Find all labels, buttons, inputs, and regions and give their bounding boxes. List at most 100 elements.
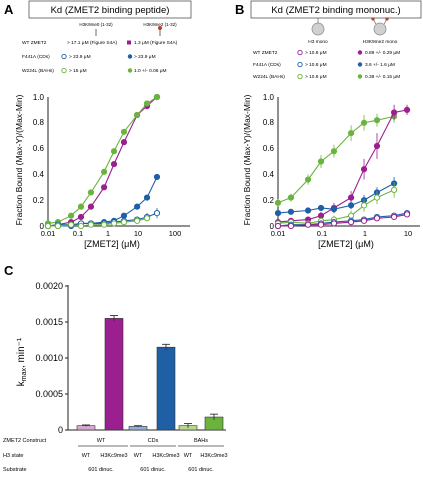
panel-b-xtick-2: 1 [363, 229, 367, 238]
panel-c-table: ZMET2 Construct H3 state Substrate WT CD… [3, 438, 228, 473]
panel-c-row-label-construct: ZMET2 Construct [3, 438, 47, 444]
panel-b-series-5-point [360, 217, 368, 224]
panel-a-xtick-2: 1 [106, 229, 110, 238]
panel-b-series-1-point [403, 106, 411, 114]
panel-c-construct-0: WT [97, 438, 106, 444]
panel-a-plot: 0 0.2 0.4 0.6 0.8 1.0 0.01 0.1 1 10 100 … [14, 93, 190, 249]
legend-a-row-2-unmod-marker [61, 67, 67, 74]
panel-a-xtick-1: 0.1 [73, 229, 83, 238]
legend-b-row-1-unmod: > 10.8 μM [305, 62, 327, 68]
panel-b-series-5-point [391, 213, 398, 221]
panel-a-series-1-point [87, 189, 95, 196]
panel-c-row-label-h3: H3 state [3, 453, 23, 459]
panel-a-ytick-2: 0.4 [33, 170, 45, 179]
panel-a-title-box [28, 0, 192, 19]
panel-a-peptide-mod: H3K9me2 (1-32) [143, 22, 177, 27]
legend-b-row-1-mod: 3.6 +/- 1.6 μM [365, 62, 395, 68]
panel-a-xlabel: [ZMET2] (μM) [84, 239, 140, 249]
panel-c-y-ticks: 0 0.0005 0.0010 0.0015 0.0020 [35, 281, 63, 435]
panel-b-title: Kd (ZMET2 binding mononuc.) [271, 5, 400, 16]
panel-b-series-5-point [287, 222, 295, 230]
legend-a-row-0-mod: 1.3 μM (Figure S4A) [134, 40, 178, 46]
panel-a-letter: A [4, 2, 14, 17]
nucleosome-unmod-icon [311, 18, 325, 36]
legend-b-row-0-construct: WT ZMET2 [253, 50, 278, 56]
panel-b-ylabel: Fraction Bound (Max-Y)/(Max-Min) [242, 94, 252, 225]
panel-c-ytick-3: 0.0015 [35, 317, 63, 327]
panel-b-xlabel: [ZMET2] (μM) [318, 239, 374, 249]
panel-c-letter: C [4, 263, 14, 278]
panel-a-series-4-point [143, 215, 151, 222]
panel-a-series-4-point [44, 222, 52, 230]
legend-a-row-0-marker [127, 40, 131, 45]
panel-b-y-ticks: 0 0.2 0.4 0.6 0.8 1.0 [263, 93, 275, 231]
panel-b-series-0-point [304, 176, 312, 183]
panel-a-series-2-line [57, 176, 158, 227]
panel-b-series-1-point [317, 212, 325, 219]
panel-a-series-4-point [77, 222, 85, 230]
panel-c-h3-2: WT [134, 453, 143, 459]
panel-b-xtick-1: 0.1 [317, 229, 327, 238]
panel-c-ytick-4: 0.0020 [35, 281, 63, 291]
panel-a-series-4-point [100, 221, 108, 228]
panel-b-series-0-point [373, 117, 381, 124]
panel-c-ytick-2: 0.0010 [35, 353, 63, 363]
panel-a-xtick-0: 0.01 [41, 229, 56, 238]
panel-b-series-1-point [360, 166, 368, 173]
panel-c-h3-3: H3Kc9me3 [152, 453, 179, 459]
panel-b-ytick-2: 0.4 [263, 170, 275, 179]
panel-b-legend: WT ZMET2 > 10.8 μM 0.89 +/- 0.29 μM F441… [253, 49, 400, 80]
panel-a-series-4-point [110, 220, 118, 227]
panel-c-ylabel-main: k [16, 380, 27, 386]
panel-a-series-1-point [77, 203, 85, 210]
legend-b-row-0-mod-marker [357, 50, 363, 55]
panel-c-bar-1 [104, 318, 124, 431]
panel-b-series-2-point [304, 207, 312, 214]
panel-a-peptide-unmod: H3K9me0 (1-32) [79, 22, 113, 27]
legend-b-row-2-unmod: > 10.8 μM [305, 74, 327, 80]
panel-b: B Kd (ZMET2 binding mononuc.) H3 mono H3… [235, 0, 422, 249]
legend-b-row-0-unmod-marker [297, 49, 303, 56]
panel-b-series-2-point [274, 210, 282, 217]
panel-c-construct-2: BAHs [194, 438, 208, 444]
panel-b-series-0-point [360, 119, 368, 126]
panel-a-series-1-point [110, 148, 118, 155]
panel-b-series-3-point [391, 186, 398, 193]
panel-a-series-0-point [100, 184, 108, 191]
panel-a-xtick-3: 10 [134, 229, 142, 238]
legend-b-row-2-mod-marker [357, 74, 363, 79]
panel-a-ytick-3: 0.6 [33, 144, 45, 153]
panel-a-ylabel: Fraction Bound (Max-Y)/(Max-Min) [14, 94, 24, 225]
panel-a-ytick-4: 0.8 [33, 118, 45, 127]
panel-c-h3-1: H3Kc9me3 [100, 453, 127, 459]
panel-a-series-2-point [153, 173, 161, 181]
legend-a-row-1-mod: > 23.9 μM [134, 54, 156, 60]
panel-b-series-2-point [347, 202, 355, 209]
panel-b-series-1-line [277, 109, 408, 223]
panel-a-ytick-1: 0.2 [33, 196, 45, 205]
panel-b-series-1-point [391, 109, 398, 116]
panel-c-ytick-0: 0 [58, 425, 63, 435]
panel-a-series-4-line [48, 217, 148, 227]
panel-c-ylabel: kmax, min⁻¹ [16, 337, 28, 386]
legend-b-row-1-unmod-marker [297, 61, 303, 68]
panel-b-series-1-point [373, 142, 381, 150]
legend-b-row-2-construct: W224L (BAHs) [253, 74, 285, 80]
panel-b-nuc-unmod: H3 mono [308, 39, 328, 45]
legend-b-row-1-mod-marker [357, 62, 363, 67]
legend-b-row-0-mod: 0.89 +/- 0.29 μM [365, 50, 400, 56]
panel-a-series-0-point [120, 139, 128, 146]
legend-a-row-1-mod-marker [127, 54, 133, 59]
panel-b-ytick-4: 0.8 [263, 118, 275, 127]
panel-c-ylabel-unit: , min⁻¹ [16, 337, 27, 368]
legend-a-row-2-mod: 1.0 +/- 0.06 μM [134, 68, 167, 74]
panel-a-ytick-0: 0 [40, 222, 45, 231]
panel-b-series-4-line [277, 212, 408, 227]
panel-a-xtick-4: 100 [169, 229, 182, 238]
methyl-mark-icon [158, 26, 162, 30]
panel-a-ytick-5: 1.0 [33, 93, 45, 102]
panel-b-series-5-point [304, 221, 312, 228]
panel-a-series-1-point [67, 212, 75, 219]
panel-a-series-4-point [54, 222, 62, 230]
panel-b-xtick-0: 0.01 [271, 229, 286, 238]
